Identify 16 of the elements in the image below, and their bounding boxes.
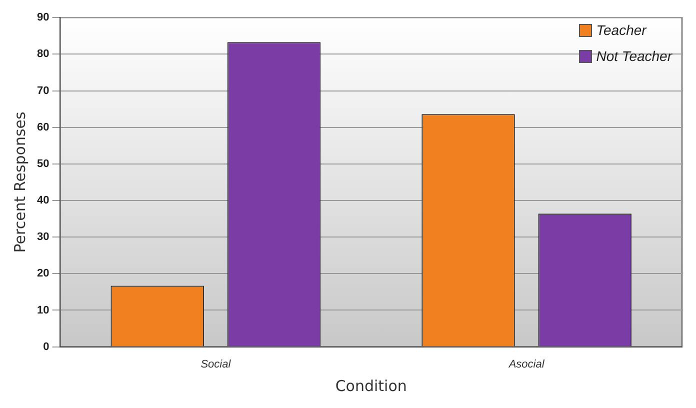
x-axis-title: Condition [335, 376, 407, 395]
y-tick-label: 30 [36, 231, 50, 244]
y-tick-label: 40 [36, 194, 50, 207]
legend-label: Teacher [596, 22, 646, 38]
text: Not Teacher [596, 48, 672, 64]
y-tick-label: 10 [36, 304, 50, 316]
y-tick-label: 70 [36, 84, 50, 97]
y-tick-label: 0 [43, 340, 50, 353]
y-tick-label: 90 [36, 12, 50, 24]
y-tick-label: 60 [36, 121, 50, 134]
y-tick-label: 50 [36, 158, 50, 170]
y-axis-title: Percent Responses [10, 111, 29, 253]
y-tick-label: 20 [36, 268, 50, 280]
x-tick-label: Asocial [508, 358, 545, 370]
x-tick-label: Social [200, 358, 232, 370]
y-tick-label: 80 [36, 48, 50, 60]
